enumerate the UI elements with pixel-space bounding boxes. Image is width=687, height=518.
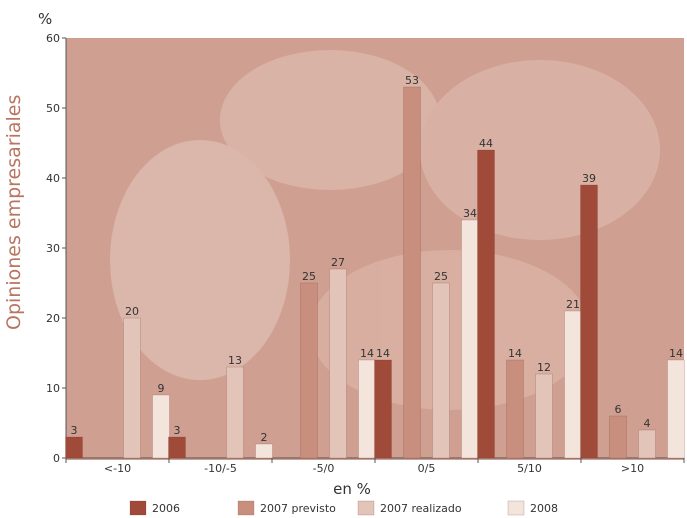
bar-2006	[374, 359, 392, 459]
bar-value-label: 14	[508, 347, 522, 360]
y-tick-label: 50	[46, 102, 60, 115]
bar-value-label: 3	[71, 424, 78, 437]
y-tick-label: 10	[46, 382, 60, 395]
bar-2007-previsto	[300, 282, 318, 459]
bar-2008	[358, 359, 376, 459]
legend-label: 2007 realizado	[380, 502, 462, 515]
bar-value-label: 14	[376, 347, 390, 360]
bar-2007-realizado	[638, 429, 656, 459]
bar-2008	[152, 394, 170, 459]
bar-2008	[461, 219, 479, 459]
bar-value-label: 25	[434, 270, 448, 283]
bar-value-label: 3	[174, 424, 181, 437]
bar-2007-realizado	[329, 268, 347, 459]
legend-label: 2007 previsto	[260, 502, 336, 515]
x-tick-label: <-10	[104, 462, 131, 475]
bar-value-label: 25	[302, 270, 316, 283]
bar-2008	[564, 310, 582, 459]
bar-2007-realizado	[432, 282, 450, 459]
chart-title: Opiniones empresariales	[3, 95, 25, 330]
y-tick-label: 60	[46, 32, 60, 45]
x-tick-label: -5/0	[313, 462, 335, 475]
bar-2007-previsto	[506, 359, 524, 459]
bar-value-label: 4	[644, 417, 651, 430]
legend-label: 2008	[530, 502, 558, 515]
bar-value-label: 34	[463, 207, 477, 220]
bar-2007-realizado	[535, 373, 553, 459]
legend: 2006 2007 previsto 2007 realizado 2008	[129, 500, 558, 516]
bar-2006	[65, 436, 83, 459]
y-tick-label: 40	[46, 172, 60, 185]
bar-value-label: 14	[669, 347, 683, 360]
legend-swatch	[507, 500, 525, 516]
bar-2006	[477, 149, 495, 459]
bar-2008	[667, 359, 685, 459]
bar-value-label: 20	[125, 305, 139, 318]
legend-label: 2006	[152, 502, 180, 515]
y-axis-label: %	[38, 10, 52, 28]
legend-swatch	[129, 500, 147, 516]
bar-2006	[168, 436, 186, 459]
bar-value-label: 2	[261, 431, 268, 444]
bar-2007-realizado	[123, 317, 141, 459]
bar-value-label: 6	[615, 403, 622, 416]
x-axis-label: en %	[333, 480, 371, 498]
bar-value-label: 39	[582, 172, 596, 185]
legend-swatch	[357, 500, 375, 516]
bar-2007-previsto	[403, 86, 421, 459]
bar-value-label: 27	[331, 256, 345, 269]
x-tick-label: >10	[621, 462, 644, 475]
bar-2008	[255, 443, 273, 459]
bar-value-label: 53	[405, 74, 419, 87]
bar-2007-realizado	[226, 366, 244, 459]
bar-value-label: 9	[158, 382, 165, 395]
y-tick-label: 30	[46, 242, 60, 255]
bar-value-label: 21	[566, 298, 580, 311]
bar-2007-previsto	[609, 415, 627, 459]
bar-2006	[580, 184, 598, 459]
bar-value-label: 14	[360, 347, 374, 360]
x-tick-label: 0/5	[418, 462, 436, 475]
y-tick-label: 0	[53, 452, 60, 465]
legend-swatch	[237, 500, 255, 516]
background-photo	[110, 50, 660, 410]
bar-value-label: 12	[537, 361, 551, 374]
x-tick-label: -10/-5	[204, 462, 237, 475]
x-tick-label: 5/10	[517, 462, 542, 475]
bar-value-label: 44	[479, 137, 493, 150]
y-tick-label: 20	[46, 312, 60, 325]
bar-value-label: 13	[228, 354, 242, 367]
